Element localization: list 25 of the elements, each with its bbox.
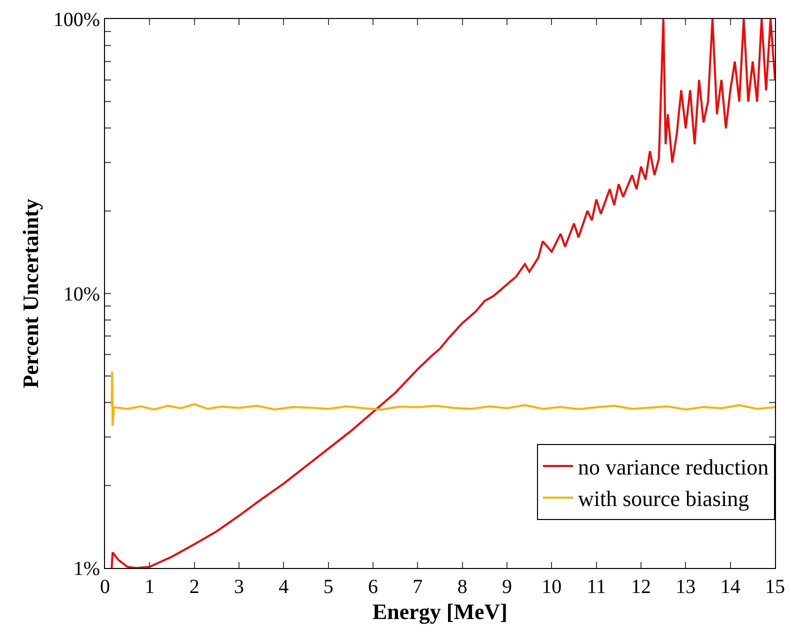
- x-tick-label: 12: [631, 576, 651, 598]
- x-tick-label: 14: [720, 576, 740, 598]
- x-tick-label: 6: [368, 576, 378, 598]
- x-tick-label: 7: [412, 576, 423, 598]
- x-tick-label: 15: [765, 576, 785, 598]
- x-tick-label: 5: [323, 576, 334, 598]
- x-tick-label: 0: [100, 576, 110, 598]
- x-tick-label: 3: [234, 576, 244, 598]
- x-tick-label: 4: [278, 576, 289, 598]
- x-tick-label: 2: [189, 576, 200, 598]
- x-tick-label: 9: [502, 576, 512, 598]
- line-series: [110, 370, 775, 427]
- legend-label: no variance reduction: [578, 454, 769, 480]
- x-tick-label: 1: [144, 576, 155, 598]
- y-tick-label: 1%: [73, 558, 100, 580]
- legend-label: with source biasing: [578, 486, 750, 512]
- x-tick-label: 8: [457, 576, 468, 598]
- x-tick-label: 13: [676, 576, 696, 598]
- y-tick-label: 100%: [53, 9, 100, 31]
- x-axis-title: Energy [MeV]: [372, 598, 508, 624]
- y-axis-title: Percent Uncertainty: [18, 198, 44, 388]
- y-tick-label: 10%: [63, 284, 100, 306]
- x-tick-label: 10: [542, 576, 562, 598]
- line-series: [110, 19, 775, 568]
- x-tick-label: 11: [586, 576, 606, 598]
